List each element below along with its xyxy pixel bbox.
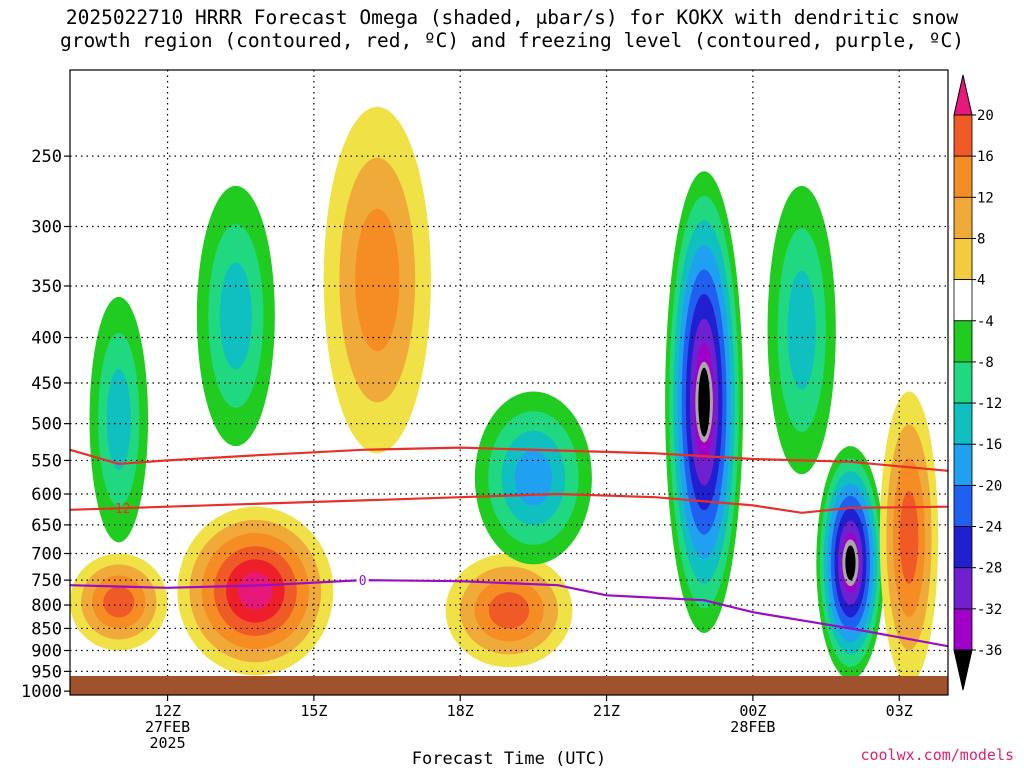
x-tick-label-12-1: 27FEB (145, 718, 190, 736)
omega-feature-6 (445, 553, 573, 668)
colorbar-label-0: 20 (977, 108, 994, 124)
x-tick-label-27-0: 03Z (886, 702, 913, 720)
omega-level-16 (899, 490, 919, 584)
colorbar-segment-6 (953, 361, 973, 404)
dgz-isotherm-2 (70, 446, 948, 472)
colorbar-label-10: -24 (977, 520, 1002, 536)
colorbar-label-2: 12 (977, 190, 994, 206)
y-tick-label-500: 500 (31, 415, 62, 435)
dgz-isotherm-label: -12 (107, 502, 130, 517)
colorbar-label-5: -4 (977, 314, 994, 330)
y-tick-label-550: 550 (31, 451, 62, 471)
omega-feature-5 (323, 106, 431, 454)
x-tick-label-24-0: 00Z (739, 702, 766, 720)
omega-level--12 (787, 270, 816, 390)
freezing-label-bg (356, 572, 369, 587)
omega-level-12 (355, 208, 400, 352)
colorbar-label-1: 16 (977, 149, 994, 165)
omega-level--36 (698, 367, 710, 437)
y-tick-label-400: 400 (31, 329, 62, 349)
omega-level--12 (219, 262, 252, 370)
colorbar-label-3: 8 (977, 231, 985, 247)
omega-level-24 (238, 572, 273, 610)
omega-feature-1 (89, 296, 149, 543)
y-tick-label-650: 650 (31, 516, 62, 536)
colorbar-segment-11 (953, 567, 973, 610)
y-tick-label-700: 700 (31, 545, 62, 565)
temperature-contours: -12 0 (70, 446, 948, 648)
omega-shading (70, 106, 939, 684)
y-axis: 2503003504004505005506006507007508008509… (21, 147, 70, 702)
omega-feature-7 (474, 391, 592, 565)
y-tick-label-300: 300 (31, 217, 62, 237)
y-tick-label-450: 450 (31, 374, 62, 394)
y-tick-label-900: 900 (31, 641, 62, 661)
omega-feature-8 (665, 171, 744, 633)
grid-lines (70, 70, 948, 695)
colorbar-segment-3 (953, 238, 973, 281)
y-tick-label-950: 950 (31, 662, 62, 682)
colorbar-segment-10 (953, 526, 973, 569)
colorbar-segment-4 (953, 279, 973, 322)
colorbar-segment-9 (953, 484, 973, 527)
y-tick-label-750: 750 (31, 571, 62, 591)
omega-feature-2 (196, 185, 275, 447)
y-tick-label-850: 850 (31, 619, 62, 639)
omega-level--36 (845, 545, 856, 581)
colorbar-label-8: -16 (977, 437, 1002, 453)
omega-level-16 (103, 586, 135, 618)
y-tick-label-350: 350 (31, 277, 62, 297)
y-tick-label-250: 250 (31, 147, 62, 167)
x-tick-label-15-0: 15Z (300, 702, 327, 720)
omega-level-16 (488, 592, 530, 629)
colorbar-label-11: -28 (977, 561, 1002, 577)
colorbar-label-13: -36 (977, 643, 1002, 659)
omega-feature-3 (177, 506, 334, 676)
y-tick-label-1000: 1000 (21, 682, 62, 702)
colorbar-label-6: -8 (977, 355, 994, 371)
colorbar-segment-7 (953, 402, 973, 445)
colorbar-under-triangle (953, 649, 973, 691)
freezing-level-label: 0 (359, 574, 367, 589)
omega-level--16 (514, 450, 553, 506)
x-axis-label: Forecast Time (UTC) (412, 749, 606, 768)
colorbar-segment-12 (953, 608, 973, 651)
colorbar-label-9: -20 (977, 478, 1002, 494)
colorbar-label-7: -12 (977, 396, 1002, 412)
colorbar-segment-0 (953, 114, 973, 157)
terrain-ground (70, 676, 948, 695)
dgz-isotherm-1 (70, 492, 948, 514)
omega-feature-10 (879, 391, 939, 684)
colorbar-label-4: 4 (977, 273, 985, 289)
colorbar-segment-1 (953, 155, 973, 198)
chart-title: 2025022710 HRRR Forecast Omega (shaded, … (0, 6, 1024, 52)
colorbar-segment-8 (953, 443, 973, 486)
freezing-level-line (70, 578, 948, 648)
colorbar-over-triangle (953, 74, 973, 116)
omega-feature-9 (816, 446, 885, 680)
colorbar-segment-2 (953, 196, 973, 239)
x-tick-label-24-1: 28FEB (730, 718, 775, 736)
colorbar: 20 16 12 8 4 -4 -8 -12 -16 -20 -24 -28 -32 -36 (953, 74, 1002, 691)
omega-feature-4 (70, 553, 168, 651)
colorbar-label-12: -32 (977, 602, 1002, 618)
x-tick-label-21-0: 21Z (593, 702, 620, 720)
title-line-1: 2025022710 HRRR Forecast Omega (shaded, … (65, 6, 959, 29)
colorbar-segment-5 (953, 320, 973, 363)
x-tick-label-18-0: 18Z (447, 702, 474, 720)
y-tick-label-600: 600 (31, 485, 62, 505)
credit-text: coolwx.com/models (860, 746, 1014, 764)
omega-level--12 (106, 369, 131, 471)
x-tick-label-12-0: 12Z (154, 702, 181, 720)
y-tick-label-800: 800 (31, 596, 62, 616)
x-tick-label-12-2: 2025 (149, 734, 185, 752)
title-line-2: growth region (contoured, red, ºC) and f… (60, 29, 964, 52)
omega-feature-11 (767, 185, 836, 475)
